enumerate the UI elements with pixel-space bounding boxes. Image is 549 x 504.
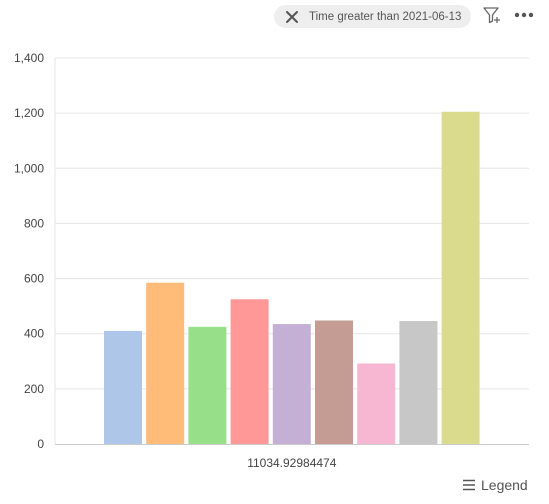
y-axis-ticks: 0 200 400 600 800 1,000 1,200 1,400 — [14, 51, 44, 451]
bar[interactable] — [146, 282, 185, 444]
bar[interactable] — [230, 299, 269, 444]
y-tick-label: 800 — [24, 216, 44, 230]
bar[interactable] — [272, 324, 311, 444]
bar[interactable] — [188, 326, 227, 444]
add-filter-icon[interactable] — [482, 5, 502, 25]
y-tick-label: 400 — [24, 327, 44, 341]
y-tick-label: 200 — [24, 382, 44, 396]
bar[interactable] — [315, 320, 353, 444]
bar[interactable] — [357, 363, 396, 444]
legend-button[interactable]: Legend — [462, 476, 528, 494]
y-tick-label: 1,400 — [14, 51, 44, 65]
y-tick-label: 1,000 — [14, 161, 44, 175]
list-icon — [463, 479, 475, 491]
y-tick-label: 1,200 — [14, 106, 44, 120]
y-tick-label: 0 — [37, 437, 44, 451]
y-tick-label: 600 — [24, 272, 44, 286]
bar[interactable] — [441, 111, 480, 444]
bar[interactable] — [104, 330, 142, 444]
x-category-label: 11034.92984474 — [247, 456, 337, 470]
bar-chart: 0 200 400 600 800 1,000 1,200 1,400 11034.92984… — [14, 51, 529, 470]
legend-label: Legend — [481, 477, 528, 493]
bars — [104, 111, 480, 444]
more-options-icon[interactable] — [514, 8, 534, 22]
close-icon[interactable] — [284, 9, 300, 25]
bar[interactable] — [399, 321, 438, 444]
filter-chip[interactable]: Time greater than 2021-06-13 — [274, 5, 471, 28]
filter-chip-label: Time greater than 2021-06-13 — [309, 10, 462, 23]
